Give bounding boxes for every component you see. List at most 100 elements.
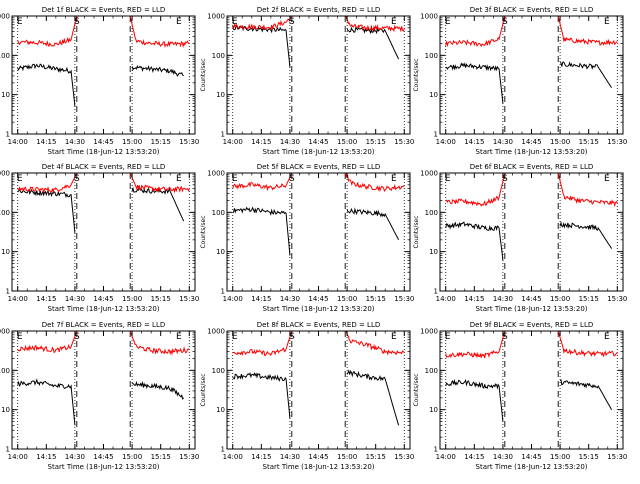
x-tick-label: 14:00 <box>223 295 243 303</box>
y-tick-label: 1 <box>221 131 225 139</box>
marker-label: E <box>391 332 397 342</box>
lld-series-line <box>232 172 293 192</box>
marker-label: E <box>17 174 23 184</box>
x-tick-label: 14:00 <box>223 453 243 461</box>
events-series-line <box>131 186 185 222</box>
x-tick-label: 14:15 <box>464 453 484 461</box>
marker-label: S <box>74 17 80 27</box>
x-axis-label: Start Time (18-Jun-12 13:53:20) <box>476 463 588 471</box>
x-axis-label: Start Time (18-Jun-12 13:53:20) <box>263 305 375 313</box>
marker-label: E <box>176 17 182 27</box>
marker-label: E <box>232 174 238 184</box>
y-tick-label: 100 <box>425 209 438 217</box>
plot-panel-7: Det 7f BLACK = Events, RED = LLDCounts/s… <box>0 321 199 471</box>
x-tick-label: 15:15 <box>366 453 386 461</box>
x-tick-label: 15:30 <box>394 295 414 303</box>
x-tick-label: 14:45 <box>521 138 541 146</box>
plot-panel-3: Det 3f BLACK = Events, RED = LLD Counts/s… <box>413 6 627 156</box>
x-tick-label: 14:30 <box>65 138 85 146</box>
panel-title: Det 5f BLACK = Events, RED = LLD <box>257 163 380 171</box>
y-tick-label: 1000 <box>207 13 225 21</box>
y-tick-label: 1000 <box>207 328 225 336</box>
y-tick-label: 100 <box>212 209 225 217</box>
events-series-line <box>346 26 400 60</box>
x-tick-label: 14:00 <box>8 453 28 461</box>
x-tick-label: 14:00 <box>436 295 456 303</box>
marker-label: S <box>74 332 80 342</box>
x-axis-label: Start Time (18-Jun-12 13:53:20) <box>476 148 588 156</box>
marker-label: E <box>445 332 451 342</box>
x-tick-label: 15:15 <box>151 295 171 303</box>
marker-label: E <box>232 17 238 27</box>
y-tick-label: 1000 <box>207 170 225 178</box>
y-tick-label: 1 <box>6 446 10 454</box>
x-tick-label: 14:45 <box>308 295 328 303</box>
y-tick-label: 10 <box>429 91 438 99</box>
x-tick-label: 15:00 <box>550 138 570 146</box>
marker-label: S <box>502 332 508 342</box>
x-tick-label: 14:00 <box>436 453 456 461</box>
x-tick-label: 14:15 <box>464 295 484 303</box>
lld-series-line <box>445 15 506 48</box>
marker-label: S <box>289 174 295 184</box>
y-tick-label: 1 <box>221 288 225 296</box>
x-tick-label: 15:00 <box>122 138 142 146</box>
y-tick-label: 10 <box>1 91 10 99</box>
plot-panel-2: Det 2f BLACK = Events, RED = LLD Counts/s… <box>200 6 414 156</box>
y-tick-label: 100 <box>425 367 438 375</box>
lld-series-line <box>17 330 78 354</box>
x-tick-label: 15:15 <box>579 138 599 146</box>
events-series-line <box>131 64 184 77</box>
y-axis-label: Counts/sec <box>200 58 207 91</box>
y-tick-label: 1000 <box>420 170 438 178</box>
y-tick-label: 1 <box>6 131 10 139</box>
lld-series-line <box>129 330 190 356</box>
marker-label: S <box>74 174 80 184</box>
y-tick-label: 10 <box>1 406 10 414</box>
x-tick-label: 14:30 <box>280 295 300 303</box>
y-tick-label: 1000 <box>0 13 10 21</box>
x-tick-label: 15:30 <box>179 295 199 303</box>
x-tick-label: 14:30 <box>493 138 513 146</box>
x-tick-label: 14:30 <box>65 453 85 461</box>
y-tick-label: 1000 <box>0 328 10 336</box>
x-tick-label: 15:15 <box>579 453 599 461</box>
y-tick-label: 100 <box>212 367 225 375</box>
x-tick-label: 14:15 <box>251 453 271 461</box>
marker-label: E <box>604 17 610 27</box>
y-axis-label: Counts/sec <box>413 215 420 248</box>
x-tick-label: 15:00 <box>337 453 357 461</box>
y-tick-label: 10 <box>1 248 10 256</box>
x-tick-label: 14:45 <box>308 138 328 146</box>
marker-label: E <box>445 174 451 184</box>
panel-title: Det 9f BLACK = Events, RED = LLD <box>470 321 593 329</box>
y-tick-label: 10 <box>216 248 225 256</box>
x-tick-label: 14:45 <box>521 453 541 461</box>
lld-series-line <box>129 172 190 194</box>
marker-label: E <box>391 174 397 184</box>
y-tick-label: 10 <box>216 406 225 414</box>
marker-label: E <box>391 17 397 27</box>
x-tick-label: 15:15 <box>151 453 171 461</box>
x-tick-label: 14:45 <box>93 138 113 146</box>
y-tick-label: 10 <box>429 248 438 256</box>
events-series-line <box>559 61 613 88</box>
events-series-line <box>346 207 400 241</box>
events-series-line <box>17 63 76 107</box>
x-tick-label: 14:15 <box>36 138 56 146</box>
marker-label: S <box>289 332 295 342</box>
lld-series-line <box>17 15 78 48</box>
y-axis-label: Counts/sec <box>413 373 420 406</box>
x-tick-label: 14:30 <box>280 138 300 146</box>
x-axis-label: Start Time (18-Jun-12 13:53:20) <box>48 305 160 313</box>
marker-label: E <box>176 332 182 342</box>
panel-title: Det 3f BLACK = Events, RED = LLD <box>470 6 593 14</box>
y-tick-label: 1 <box>221 446 225 454</box>
events-series-line <box>232 371 291 419</box>
x-tick-label: 14:30 <box>280 453 300 461</box>
y-axis-label: Counts/sec <box>200 373 207 406</box>
x-axis-label: Start Time (18-Jun-12 13:53:20) <box>263 463 375 471</box>
x-tick-label: 14:15 <box>251 138 271 146</box>
x-tick-label: 15:30 <box>607 295 627 303</box>
x-tick-label: 14:45 <box>93 453 113 461</box>
